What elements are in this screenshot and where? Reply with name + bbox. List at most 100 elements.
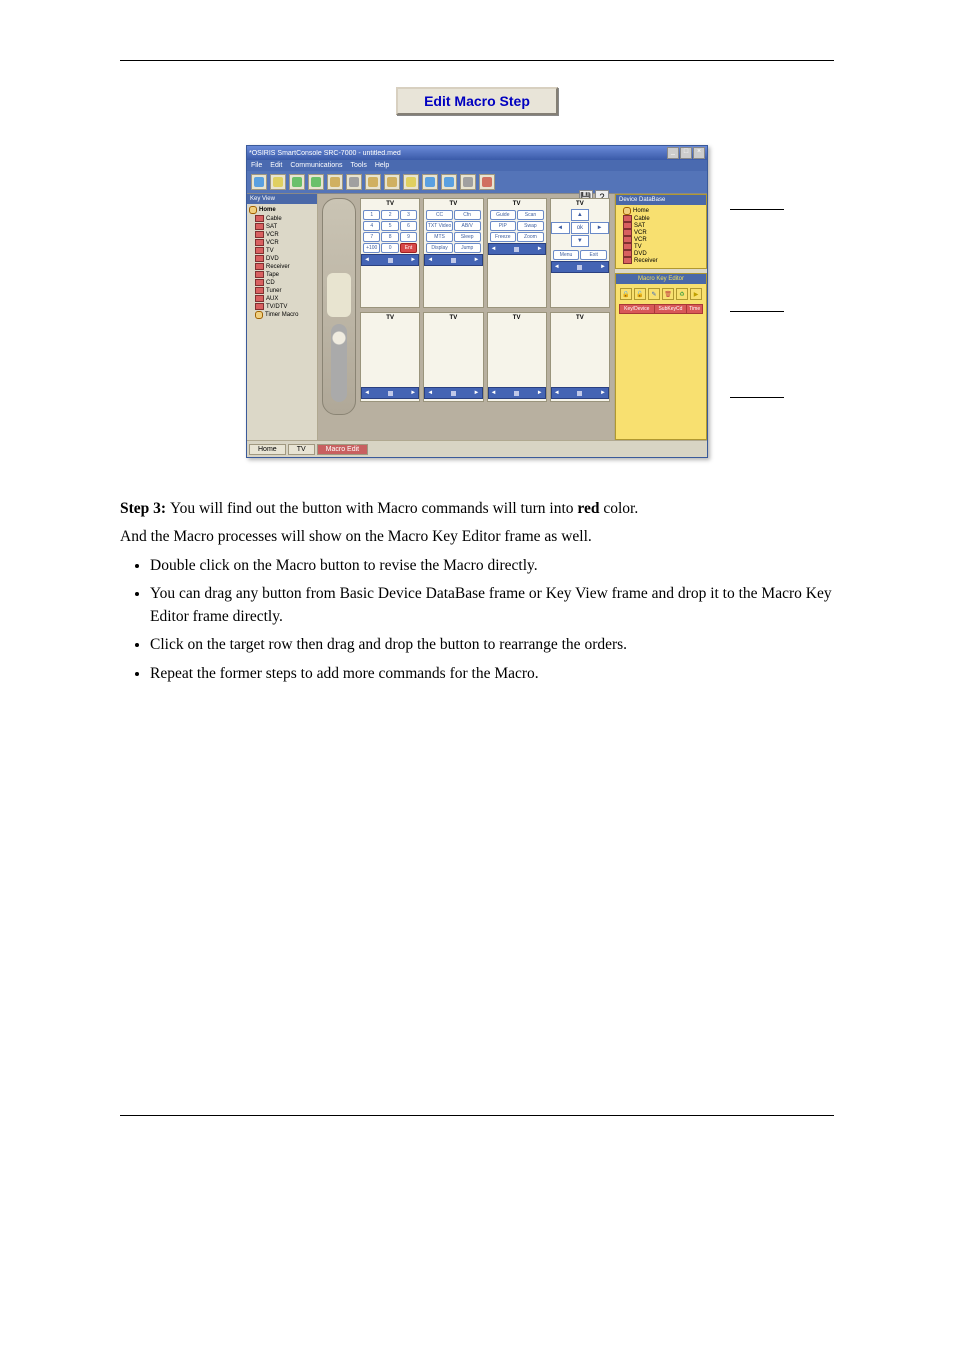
menu-file[interactable]: File — [251, 162, 262, 169]
db-item-tv[interactable]: TV — [619, 243, 703, 250]
macro-steps-empty[interactable] — [620, 314, 703, 357]
db-item-sat[interactable]: SAT — [619, 222, 703, 229]
unlock-icon[interactable]: 🔓 — [634, 288, 646, 300]
toolbar-cut-icon[interactable] — [346, 174, 362, 190]
key-scan[interactable]: Scan — [517, 210, 544, 220]
toolbar-saveas-icon[interactable] — [308, 174, 324, 190]
db-root[interactable]: Home — [619, 207, 703, 215]
nav-strip[interactable] — [424, 387, 482, 399]
tab-tv[interactable]: TV — [288, 444, 315, 455]
ok-button[interactable]: ok — [571, 222, 590, 234]
toolbar-upload-icon[interactable] — [422, 174, 438, 190]
lcd-page[interactable]: TV — [487, 312, 547, 402]
nav-strip[interactable] — [551, 387, 609, 399]
menu-edit[interactable]: Edit — [270, 162, 282, 169]
tree-item-tape[interactable]: Tape — [249, 271, 315, 279]
key-jump[interactable]: Jump — [454, 243, 481, 253]
lcd-page[interactable]: TV — [550, 312, 610, 402]
key-mts[interactable]: MTS — [426, 232, 453, 242]
edit-macro-step-button[interactable]: Edit Macro Step — [396, 87, 558, 115]
close-icon[interactable]: × — [693, 147, 705, 159]
key-pip[interactable]: PIP — [490, 221, 517, 231]
key-menu[interactable]: Menu — [553, 250, 580, 260]
nav-strip[interactable] — [488, 243, 546, 255]
key-4[interactable]: 4 — [363, 221, 380, 231]
key-exit[interactable]: Exit — [580, 250, 607, 260]
tree-item-tuner[interactable]: Tuner — [249, 287, 315, 295]
toolbar-screen-icon[interactable] — [460, 174, 476, 190]
db-item-cable[interactable]: Cable — [619, 215, 703, 222]
toolbar-home-icon[interactable] — [327, 174, 343, 190]
nav-strip[interactable] — [424, 254, 482, 266]
toolbar-open-icon[interactable] — [270, 174, 286, 190]
key-txt[interactable]: TXT Video — [426, 221, 453, 231]
key-ent[interactable]: Ent — [400, 243, 417, 253]
key-7[interactable]: 7 — [363, 232, 380, 242]
tree-item-timer[interactable]: Timer Macro — [249, 311, 315, 320]
nav-strip[interactable] — [488, 387, 546, 399]
key-abv[interactable]: AB/V CATV — [454, 221, 481, 231]
arrow-left-icon[interactable]: ◄ — [551, 222, 570, 234]
tree-item-sat[interactable]: SAT — [249, 223, 315, 231]
tree-item-tvdtv[interactable]: TV/DTV — [249, 303, 315, 311]
key-guide[interactable]: Guide — [490, 210, 517, 220]
edit-icon[interactable]: ✎ — [648, 288, 660, 300]
key-6[interactable]: 6 — [400, 221, 417, 231]
menu-communications[interactable]: Communications — [290, 162, 342, 169]
lcd-page[interactable]: TV CC Cfn TXT Video AB/V CATV MTS Sleep … — [423, 198, 483, 308]
tree-item-dvd[interactable]: DVD — [249, 255, 315, 263]
nav-strip[interactable] — [361, 254, 419, 266]
nav-strip[interactable] — [361, 387, 419, 399]
key-8[interactable]: 8 — [381, 232, 398, 242]
key-freeze[interactable]: Freeze — [490, 232, 517, 242]
lcd-page[interactable]: TV — [360, 312, 420, 402]
key-3[interactable]: 3 — [400, 210, 417, 220]
toolbar-lamp-icon[interactable] — [403, 174, 419, 190]
toolbar-download-icon[interactable] — [441, 174, 457, 190]
key-2[interactable]: 2 — [381, 210, 398, 220]
key-0[interactable]: 0 — [381, 243, 398, 253]
menu-tools[interactable]: Tools — [350, 162, 366, 169]
key-9[interactable]: 9 — [400, 232, 417, 242]
menu-help[interactable]: Help — [375, 162, 389, 169]
toolbar-new-icon[interactable] — [251, 174, 267, 190]
tree-item-aux[interactable]: AUX — [249, 295, 315, 303]
key-5[interactable]: 5 — [381, 221, 398, 231]
toolbar-save-icon[interactable] — [289, 174, 305, 190]
key-sleep[interactable]: Sleep — [454, 232, 481, 242]
arrow-right-icon[interactable]: ► — [590, 222, 609, 234]
key-swap[interactable]: Swap — [517, 221, 544, 231]
key-zoom[interactable]: Zoom — [517, 232, 544, 242]
refresh-icon[interactable]: ♻ — [676, 288, 688, 300]
lock-icon[interactable]: 🔒 — [620, 288, 632, 300]
db-item-dvd[interactable]: DVD — [619, 250, 703, 257]
lcd-page[interactable]: TV Guide Scan PIP Swap Freeze Zoom — [487, 198, 547, 308]
nav-strip[interactable] — [551, 261, 609, 273]
tree-item-receiver[interactable]: Receiver — [249, 263, 315, 271]
tree-item-tv[interactable]: TV — [249, 247, 315, 255]
key-display[interactable]: Display — [426, 243, 453, 253]
toolbar-paste-icon[interactable] — [384, 174, 400, 190]
lcd-page[interactable]: TV — [423, 312, 483, 402]
tree-root[interactable]: Home — [249, 206, 315, 215]
arrow-down-icon[interactable]: ▼ — [571, 235, 590, 247]
minimize-icon[interactable]: _ — [667, 147, 679, 159]
tree-item-cable[interactable]: Cable — [249, 215, 315, 223]
delete-icon[interactable]: 🗑 — [662, 288, 674, 300]
tree-item-vcr1[interactable]: VCR — [249, 231, 315, 239]
tab-home[interactable]: Home — [249, 444, 286, 455]
tree-item-vcr2[interactable]: VCR — [249, 239, 315, 247]
toolbar-delete-icon[interactable] — [479, 174, 495, 190]
key-cfn[interactable]: Cfn — [454, 210, 481, 220]
db-item-receiver[interactable]: Receiver — [619, 257, 703, 264]
tab-macro-edit[interactable]: Macro Edit — [317, 444, 368, 455]
db-item-vcr2[interactable]: VCR — [619, 236, 703, 243]
key-plus100[interactable]: +100 — [363, 243, 380, 253]
maximize-icon[interactable]: □ — [680, 147, 692, 159]
key-cc[interactable]: CC — [426, 210, 453, 220]
key-1[interactable]: 1 — [363, 210, 380, 220]
play-icon[interactable]: ▶ — [690, 288, 702, 300]
arrow-up-icon[interactable]: ▲ — [571, 209, 590, 221]
toolbar-copy-icon[interactable] — [365, 174, 381, 190]
tree-item-cd[interactable]: CD — [249, 279, 315, 287]
